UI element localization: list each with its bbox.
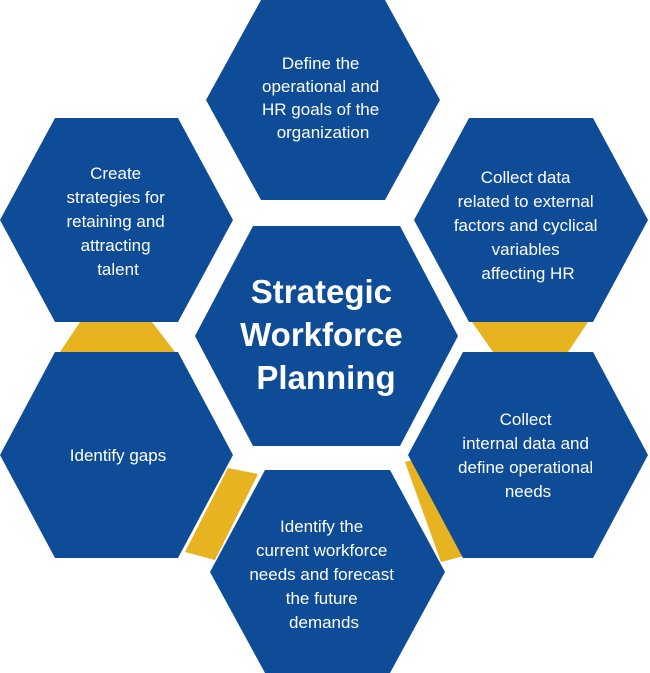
step-label-lower-right: Collect internal data and define operati… bbox=[458, 410, 598, 501]
hexagon-upper-left bbox=[0, 118, 233, 322]
hexagon-top bbox=[206, 0, 440, 200]
hexagon-lower-left bbox=[0, 352, 233, 558]
connector-upper-right bbox=[472, 322, 588, 352]
step-label-bottom: Identify the current workforce needs and… bbox=[249, 517, 398, 632]
connector-upper-left bbox=[60, 322, 175, 352]
center-title: Strategic Workforce Planning bbox=[240, 273, 412, 396]
hexagon-upper-right bbox=[414, 118, 648, 322]
hexagon-lower-right bbox=[408, 352, 648, 558]
hexagon-center bbox=[195, 226, 458, 446]
hexagon-bottom bbox=[210, 470, 445, 673]
step-label-lower-left: Identify gaps bbox=[70, 446, 166, 465]
step-label-upper-left: Create strategies for retaining and attr… bbox=[66, 164, 169, 279]
step-label-upper-right: Collect data related to external factors… bbox=[454, 168, 602, 283]
connector-lower-left bbox=[185, 468, 258, 560]
step-label-top: Define the operational and HR goals of t… bbox=[262, 54, 384, 142]
